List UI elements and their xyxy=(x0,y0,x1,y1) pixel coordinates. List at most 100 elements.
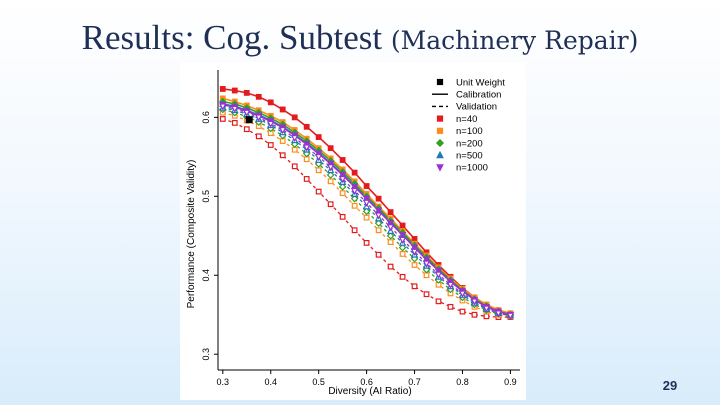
legend-label-n-200: n=200 xyxy=(456,138,483,149)
data-point-n100-validation xyxy=(363,214,370,221)
data-point-n40-validation xyxy=(303,176,310,182)
data-point-n40-calibration xyxy=(387,209,394,216)
data-point-n1000-validation xyxy=(254,114,263,122)
data-point-n1000-calibration xyxy=(362,195,371,203)
data-point-n40-calibration xyxy=(303,123,310,130)
data-point-n100-validation xyxy=(411,262,418,268)
data-point-n200-validation xyxy=(386,231,395,240)
data-point-n200-validation xyxy=(362,207,371,216)
x-tick-label: 0.3 xyxy=(217,377,230,387)
x-axis-label: Diversity (AI Ratio) xyxy=(328,386,411,397)
data-point-n1000-calibration xyxy=(339,172,347,180)
data-point-n40-calibration xyxy=(291,114,298,121)
data-point-n1000-validation xyxy=(362,199,371,207)
data-point-n40-calibration xyxy=(315,134,322,141)
data-point-n40-validation xyxy=(471,311,478,318)
data-point-n40-validation xyxy=(399,273,406,280)
x-tick-label: 0.8 xyxy=(456,377,469,387)
x-tick-label: 0.9 xyxy=(504,377,517,387)
data-point-n200-validation xyxy=(326,171,335,179)
data-point-n100-validation xyxy=(327,178,334,185)
slide-title-main: Results: Cog. Subtest xyxy=(81,18,383,57)
legend-label-calibration: Calibration xyxy=(456,90,501,101)
data-point-n40-calibration xyxy=(327,145,334,152)
data-point-n1000-calibration xyxy=(422,256,431,264)
legend-symbol-n-100 xyxy=(436,127,444,134)
data-point-n1000-calibration xyxy=(374,207,383,215)
data-point-n100-validation xyxy=(375,227,382,234)
data-point-n40-validation xyxy=(279,152,286,159)
data-point-n100-validation xyxy=(291,146,298,153)
data-point-n1000-validation xyxy=(470,298,479,306)
data-point-n40-validation xyxy=(387,263,394,270)
slide-title-subtest: (Machinery Repair) xyxy=(390,26,639,55)
data-point-n40-calibration xyxy=(363,183,370,189)
data-point-n1000-validation xyxy=(290,134,299,143)
data-point-n1000-validation xyxy=(338,176,347,184)
data-point-n200-validation xyxy=(422,265,431,274)
legend-symbol-n-1000 xyxy=(436,164,444,172)
data-point-n40-calibration xyxy=(219,86,226,92)
data-point-n1000-validation xyxy=(314,153,323,162)
data-point-n40-calibration xyxy=(351,169,358,176)
data-point-n1000-validation xyxy=(350,187,359,196)
legend-label-n-1000: n=1000 xyxy=(456,163,488,174)
data-point-n40-validation xyxy=(267,142,274,148)
data-point-n1000-validation xyxy=(386,224,395,232)
data-point-n40-validation xyxy=(315,188,322,195)
data-point-n40-validation xyxy=(363,239,370,246)
data-point-n1000-calibration xyxy=(434,267,443,275)
validity-diversity-chart: 0.3 0.4 0.5 0.6 0.7 0.8 0.9 0.3 0.4 0.5 0.6 Unit W… xyxy=(186,70,524,397)
data-point-n40-calibration xyxy=(399,222,406,229)
y-tick-label: 0.6 xyxy=(201,111,211,124)
legend-label-n-100: n=100 xyxy=(456,126,483,137)
y-tick-label: 0.5 xyxy=(201,190,211,203)
data-point-n1000-validation xyxy=(243,109,251,117)
data-point-n1000-validation xyxy=(278,127,287,135)
data-point-n40-validation xyxy=(219,116,226,122)
data-point-n1000-calibration xyxy=(351,183,359,191)
data-point-n40-calibration xyxy=(375,195,382,202)
x-tick-label: 0.5 xyxy=(312,377,325,387)
x-tick-label: 0.7 xyxy=(408,377,421,387)
data-point-n1000-validation xyxy=(326,164,335,172)
data-point-n40-validation xyxy=(459,308,466,315)
data-point-n100-validation xyxy=(351,202,358,209)
data-point-n40-validation xyxy=(339,213,346,220)
y-tick-label: 0.3 xyxy=(201,348,211,361)
data-point-n1000-validation xyxy=(219,103,227,111)
data-point-n40-calibration xyxy=(231,87,238,94)
data-point-n1000-validation xyxy=(374,212,383,220)
data-point-n1000-calibration xyxy=(410,244,419,252)
data-point-n100-validation xyxy=(303,156,310,163)
slide-title: Results: Cog. Subtest (Machinery Repair) xyxy=(0,18,720,58)
unit-weight-point xyxy=(245,116,253,124)
data-point-n100-validation xyxy=(339,190,346,197)
legend-label-n-500: n=500 xyxy=(456,151,483,162)
data-point-n40-calibration xyxy=(267,99,274,106)
data-point-n1000-validation xyxy=(231,105,239,113)
data-point-n40-calibration xyxy=(255,93,262,100)
data-point-n40-validation xyxy=(255,133,262,140)
data-point-n40-calibration xyxy=(243,89,250,96)
x-tick-label: 0.6 xyxy=(360,377,373,387)
data-point-n40-validation xyxy=(351,227,358,234)
data-point-n100-validation xyxy=(315,167,322,174)
legend-symbol-n-40 xyxy=(436,115,444,122)
chart-panel: 0.3 0.4 0.5 0.6 0.7 0.8 0.9 0.3 0.4 0.5 0.6 Unit W… xyxy=(180,62,526,400)
data-point-n40-validation xyxy=(327,201,334,208)
legend-label-validation: Validation xyxy=(456,102,497,113)
data-point-n1000-calibration xyxy=(386,220,395,228)
data-point-n100-validation xyxy=(279,138,286,144)
data-point-n40-calibration xyxy=(279,106,286,113)
data-point-n200-validation xyxy=(374,219,383,227)
legend-symbol-n-200 xyxy=(435,138,445,148)
data-point-n40-validation xyxy=(243,126,250,133)
legend-label-unit-weight: Unit Weight xyxy=(456,77,505,88)
legend-symbol-n-500 xyxy=(436,150,444,159)
legend-symbol-unit-weight xyxy=(436,78,444,86)
data-point-n100-validation xyxy=(399,251,406,257)
data-point-n1000-validation xyxy=(458,290,467,298)
data-point-n1000-validation xyxy=(494,310,503,318)
data-point-n1000-validation xyxy=(422,260,431,268)
